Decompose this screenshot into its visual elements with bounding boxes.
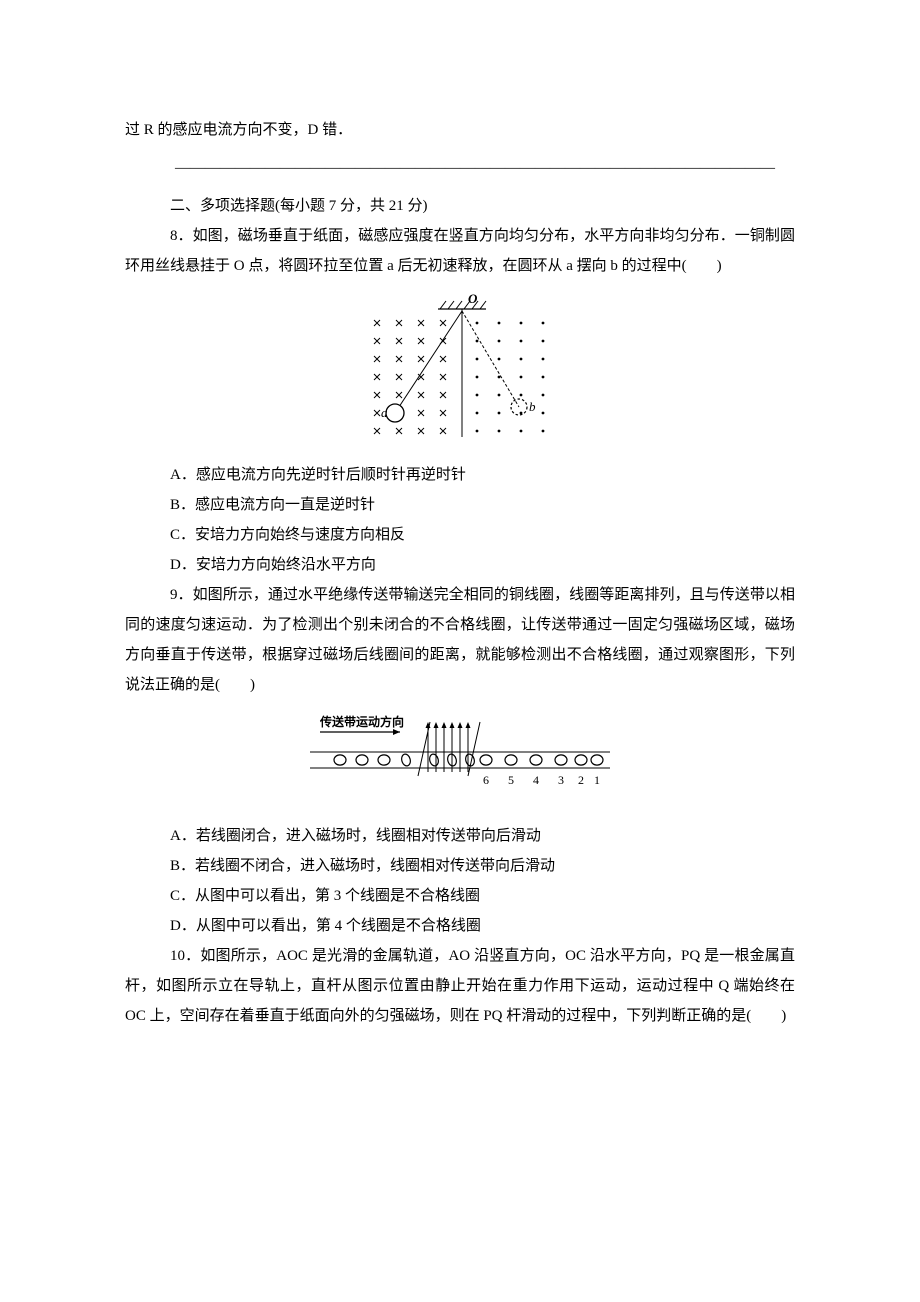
q9-stem: 9．如图所示，通过水平绝缘传送带输送完全相同的铜线圈，线圈等距离排列，且与传送带…	[125, 580, 795, 700]
q9-figure: 传送带运动方向 6 5 4 321	[125, 710, 795, 811]
q8-figure: Oa b	[125, 291, 795, 450]
section-divider: ————————————————————————————————————————	[175, 153, 795, 183]
svg-text:5: 5	[508, 773, 514, 787]
q8-option-b: B．感应电流方向一直是逆时针	[125, 490, 795, 520]
q9-option-d: D．从图中可以看出，第 4 个线圈是不合格线圈	[125, 911, 795, 941]
q9-option-c: C．从图中可以看出，第 3 个线圈是不合格线圈	[125, 881, 795, 911]
continuation-line: 过 R 的感应电流方向不变，D 错．	[125, 115, 795, 145]
svg-text:4: 4	[533, 773, 539, 787]
q9-option-b: B．若线圈不闭合，进入磁场时，线圈相对传送带向后滑动	[125, 851, 795, 881]
svg-text:b: b	[529, 399, 536, 414]
q8-option-a: A．感应电流方向先逆时针后顺时针再逆时针	[125, 460, 795, 490]
svg-text:3: 3	[558, 773, 564, 787]
q10-stem: 10．如图所示，AOC 是光滑的金属轨道，AO 沿竖直方向，OC 沿水平方向，P…	[125, 941, 795, 1031]
section-header: 二、多项选择题(每小题 7 分，共 21 分)	[125, 191, 795, 221]
svg-text:2: 2	[578, 773, 584, 787]
q8-stem: 8．如图，磁场垂直于纸面，磁感应强度在竖直方向均匀分布，水平方向非均匀分布．一铜…	[125, 221, 795, 281]
q8-option-d: D．安培力方向始终沿水平方向	[125, 550, 795, 580]
svg-text:6: 6	[483, 773, 489, 787]
svg-text:传送带运动方向: 传送带运动方向	[319, 714, 404, 729]
svg-text:a: a	[381, 405, 388, 420]
q9-option-a: A．若线圈闭合，进入磁场时，线圈相对传送带向后滑动	[125, 821, 795, 851]
svg-text:1: 1	[594, 773, 600, 787]
q8-option-c: C．安培力方向始终与速度方向相反	[125, 520, 795, 550]
svg-text:O: O	[468, 291, 478, 306]
